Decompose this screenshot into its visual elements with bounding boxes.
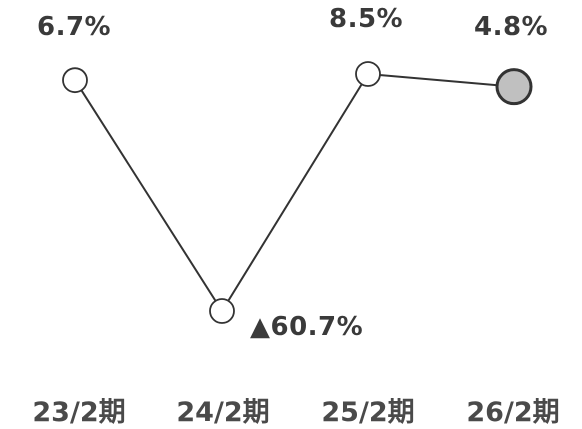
data-point-23-2: [62, 67, 88, 94]
data-label-25-2: 8.5%: [329, 4, 404, 34]
data-label-26-2: 4.8%: [474, 12, 549, 42]
x-tick-label-25-2: 25/2期: [321, 397, 415, 428]
x-tick-label-26-2: 26/2期: [466, 397, 560, 428]
data-point-24-2: [209, 298, 235, 324]
data-point-25-2: [355, 61, 381, 87]
data-point-26-2: [495, 68, 533, 106]
series-line: [74, 72, 515, 313]
data-label-23-2: 6.7%: [37, 12, 112, 42]
x-tick-label-23-2: 23/2期: [32, 397, 126, 428]
x-tick-label-24-2: 24/2期: [176, 397, 270, 428]
data-label-24-2: ▲60.7%: [250, 312, 364, 342]
